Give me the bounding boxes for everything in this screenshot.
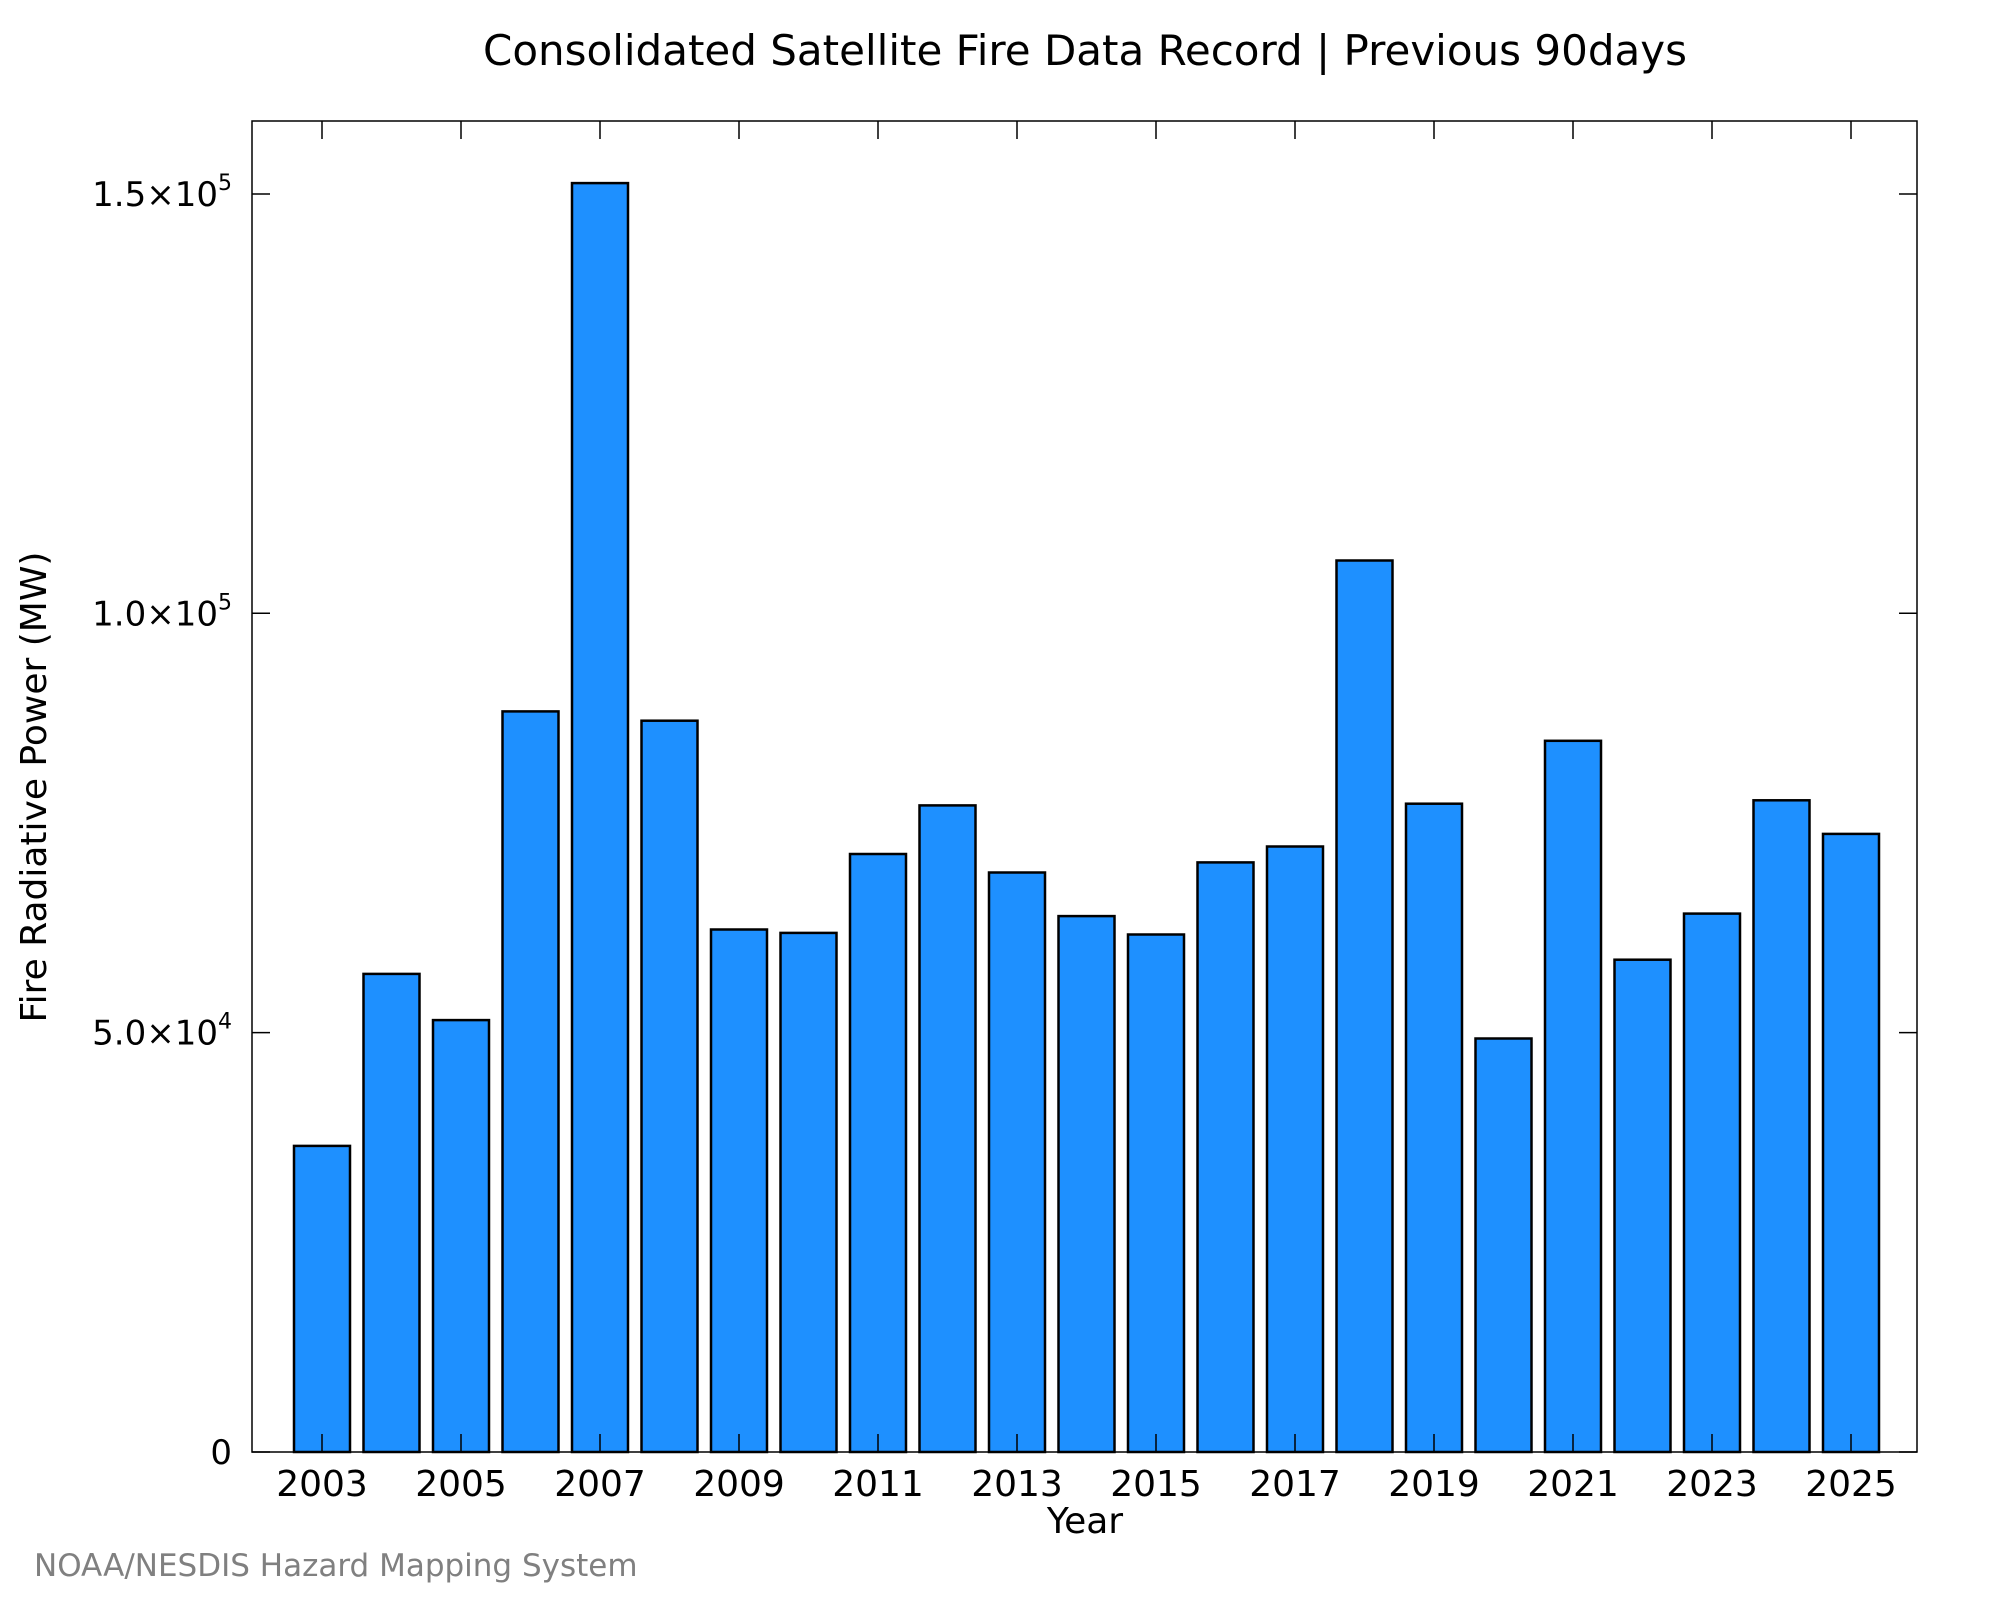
x-axis-label: Year <box>1046 1501 1123 1542</box>
bar-2007 <box>570 181 630 1454</box>
bar-2009 <box>709 928 769 1454</box>
bar-2019 <box>1404 802 1464 1454</box>
y-tick-label: 5.0×104 <box>92 1010 232 1054</box>
bar-2025 <box>1821 832 1881 1454</box>
x-tick-label-2009: 2009 <box>693 1464 785 1505</box>
x-tick-label-2005: 2005 <box>415 1464 507 1505</box>
bar-2008 <box>640 719 699 1454</box>
bar-2010 <box>779 931 838 1454</box>
bar-2005 <box>431 1018 491 1454</box>
bar-2021 <box>1543 739 1603 1454</box>
y-tick-label: 1.5×105 <box>92 171 232 215</box>
bar-2011 <box>848 852 908 1454</box>
bar-2004 <box>362 972 421 1454</box>
bar-2020 <box>1474 1037 1533 1454</box>
x-tick-label-2007: 2007 <box>554 1464 646 1505</box>
x-tick-label-2015: 2015 <box>1110 1464 1202 1505</box>
credit-text: NOAA/NESDIS Hazard Mapping System <box>34 1548 638 1584</box>
ticks-layer <box>252 121 1917 1453</box>
bar-2013 <box>987 871 1047 1454</box>
bar-2012 <box>918 804 977 1454</box>
y-tick-label: 0 <box>210 1433 232 1473</box>
y-tick-labels: 0 5.0×104 1.0×105 1.5×105 <box>92 171 232 1473</box>
bar-2014 <box>1057 914 1116 1454</box>
x-tick-label-2013: 2013 <box>971 1464 1063 1505</box>
x-tick-label-2021: 2021 <box>1527 1464 1619 1505</box>
x-tick-label-2011: 2011 <box>832 1464 924 1505</box>
x-tick-label-2023: 2023 <box>1666 1464 1758 1505</box>
y-axis-label: Fire Radiative Power (MW) <box>14 552 55 1023</box>
bars-layer <box>292 181 1881 1454</box>
chart-title: Consolidated Satellite Fire Data Record … <box>483 26 1687 75</box>
bar-2017 <box>1265 845 1325 1454</box>
y-tick-label: 1.0×105 <box>92 590 232 634</box>
x-tick-label-2019: 2019 <box>1388 1464 1480 1505</box>
bar-2024 <box>1752 799 1811 1454</box>
x-tick-label-2003: 2003 <box>276 1464 368 1505</box>
bar-2016 <box>1196 861 1255 1454</box>
x-tick-label-2017: 2017 <box>1249 1464 1341 1505</box>
bar-2023 <box>1682 912 1742 1454</box>
bar-2006 <box>501 710 560 1454</box>
bar-2015 <box>1126 933 1186 1454</box>
bar-2003 <box>292 1144 352 1454</box>
bar-2018 <box>1335 559 1394 1454</box>
bar-2022 <box>1613 958 1672 1454</box>
x-tick-label-2025: 2025 <box>1805 1464 1897 1505</box>
x-tick-labels: 2003 2005 2007 2009 2011 2013 2015 2017 2019 2021… <box>276 1464 1897 1505</box>
